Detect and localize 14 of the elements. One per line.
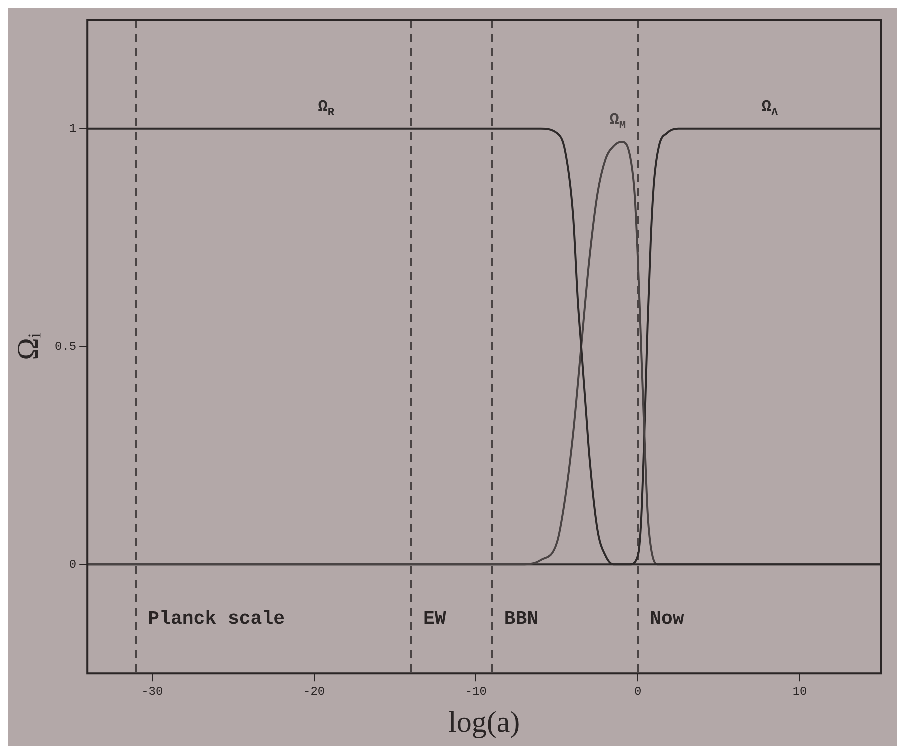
x-tick-label: 0 bbox=[634, 684, 642, 699]
x-axis-title: log(a) bbox=[448, 706, 520, 739]
y-tick-label: 0.5 bbox=[54, 340, 77, 354]
x-tick-label: -30 bbox=[142, 684, 164, 699]
y-axis-title: Ωᵢ bbox=[12, 333, 45, 360]
x-tick-label: -10 bbox=[465, 684, 488, 699]
ref-line-label: Now bbox=[650, 608, 685, 630]
ref-line-label: EW bbox=[423, 608, 447, 630]
ref-line-label: Planck scale bbox=[148, 608, 286, 630]
y-tick-label: 1 bbox=[69, 122, 77, 136]
x-tick-label: -20 bbox=[303, 684, 326, 699]
y-tick-label: 0 bbox=[69, 558, 77, 572]
x-tick-label: 10 bbox=[792, 684, 808, 699]
ref-line-label: BBN bbox=[504, 608, 539, 630]
